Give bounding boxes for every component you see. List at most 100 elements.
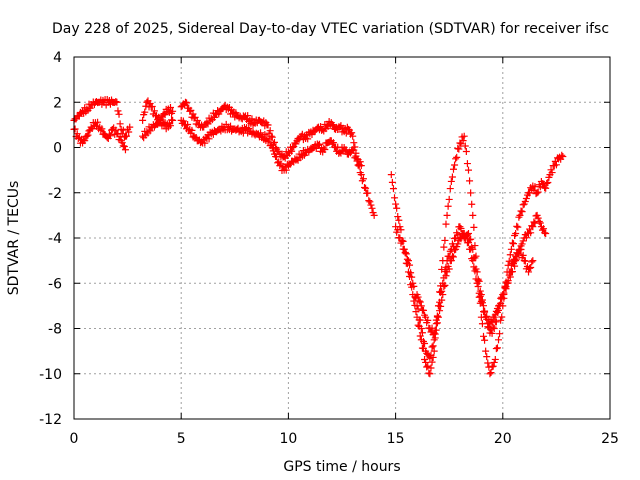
data-point xyxy=(542,184,550,192)
data-point xyxy=(320,144,328,152)
data-point xyxy=(466,177,474,185)
data-point xyxy=(527,264,535,272)
data-point xyxy=(269,147,277,155)
data-point xyxy=(461,234,469,242)
data-point xyxy=(389,185,397,193)
y-tick-label: 4 xyxy=(53,50,62,66)
data-point xyxy=(483,353,491,361)
data-point xyxy=(448,173,456,181)
data-point xyxy=(404,257,412,265)
data-point xyxy=(201,139,209,147)
data-point xyxy=(143,128,151,136)
data-point xyxy=(143,98,151,106)
data-point xyxy=(514,223,522,231)
data-point xyxy=(273,153,281,161)
y-tick-label: 0 xyxy=(53,141,62,157)
data-point xyxy=(120,142,128,150)
data-point xyxy=(481,336,489,344)
data-point xyxy=(461,142,469,150)
data-point xyxy=(441,281,449,289)
data-point xyxy=(403,255,411,263)
data-point xyxy=(542,229,550,237)
data-point xyxy=(414,305,422,313)
data-point xyxy=(268,144,276,152)
x-tick-label: 5 xyxy=(177,431,186,447)
data-point xyxy=(116,133,124,141)
data-point xyxy=(415,297,423,305)
data-point xyxy=(293,155,301,163)
data-point xyxy=(187,106,195,114)
data-point xyxy=(496,301,504,309)
data-point xyxy=(106,132,114,140)
data-point xyxy=(98,125,106,133)
data-point xyxy=(116,120,124,128)
data-point xyxy=(491,311,499,319)
data-point xyxy=(119,126,127,134)
data-point xyxy=(541,229,549,237)
data-point xyxy=(496,330,504,338)
data-point xyxy=(353,157,361,165)
data-point xyxy=(437,302,445,310)
data-point xyxy=(478,299,486,307)
data-point xyxy=(442,220,450,228)
data-point xyxy=(406,261,414,269)
data-point xyxy=(356,158,364,166)
data-point xyxy=(491,355,499,363)
data-point xyxy=(486,370,494,378)
data-point xyxy=(456,223,464,231)
data-point xyxy=(467,245,475,253)
series-track-3 xyxy=(387,132,567,378)
data-point xyxy=(388,178,396,186)
grid-lines xyxy=(74,57,610,419)
data-point xyxy=(522,195,530,203)
data-point xyxy=(392,200,400,208)
data-point xyxy=(500,290,508,298)
data-point xyxy=(179,117,187,125)
data-point xyxy=(451,161,459,169)
data-point xyxy=(329,139,337,147)
series-track-4 xyxy=(392,211,550,362)
data-point xyxy=(529,223,537,231)
y-tick-label: -8 xyxy=(48,322,62,338)
data-point xyxy=(393,204,401,212)
data-point xyxy=(487,317,495,325)
data-point xyxy=(445,265,453,273)
data-point xyxy=(506,251,514,259)
data-point xyxy=(506,268,514,276)
data-point xyxy=(497,316,505,324)
data-point xyxy=(517,245,525,253)
data-point xyxy=(414,321,422,329)
data-point xyxy=(126,123,134,131)
data-point xyxy=(169,107,177,115)
data-point xyxy=(426,370,434,378)
data-point xyxy=(441,236,449,244)
data-point xyxy=(487,369,495,377)
data-point xyxy=(417,302,425,310)
data-point xyxy=(417,325,425,332)
data-point xyxy=(438,287,446,295)
x-tick-label: 20 xyxy=(494,431,512,447)
data-point xyxy=(207,114,215,122)
data-point xyxy=(544,178,552,186)
data-point xyxy=(84,131,92,139)
data-point xyxy=(527,229,535,237)
data-point xyxy=(423,363,431,371)
data-point xyxy=(457,225,465,233)
data-point xyxy=(224,105,232,113)
data-point xyxy=(526,264,534,272)
data-point xyxy=(522,234,530,242)
y-tick-label: 2 xyxy=(53,95,62,111)
chart-title: Day 228 of 2025, Sidereal Day-to-day VTE… xyxy=(52,21,609,37)
data-point xyxy=(319,125,327,133)
data-point xyxy=(428,358,436,366)
data-point xyxy=(507,245,515,253)
data-point xyxy=(431,326,439,334)
data-point xyxy=(244,112,252,120)
data-point xyxy=(336,123,344,131)
data-point xyxy=(511,255,519,263)
data-point xyxy=(266,127,274,135)
data-point xyxy=(113,98,121,106)
data-point xyxy=(203,119,211,127)
data-point xyxy=(452,155,460,163)
data-point xyxy=(469,211,477,219)
